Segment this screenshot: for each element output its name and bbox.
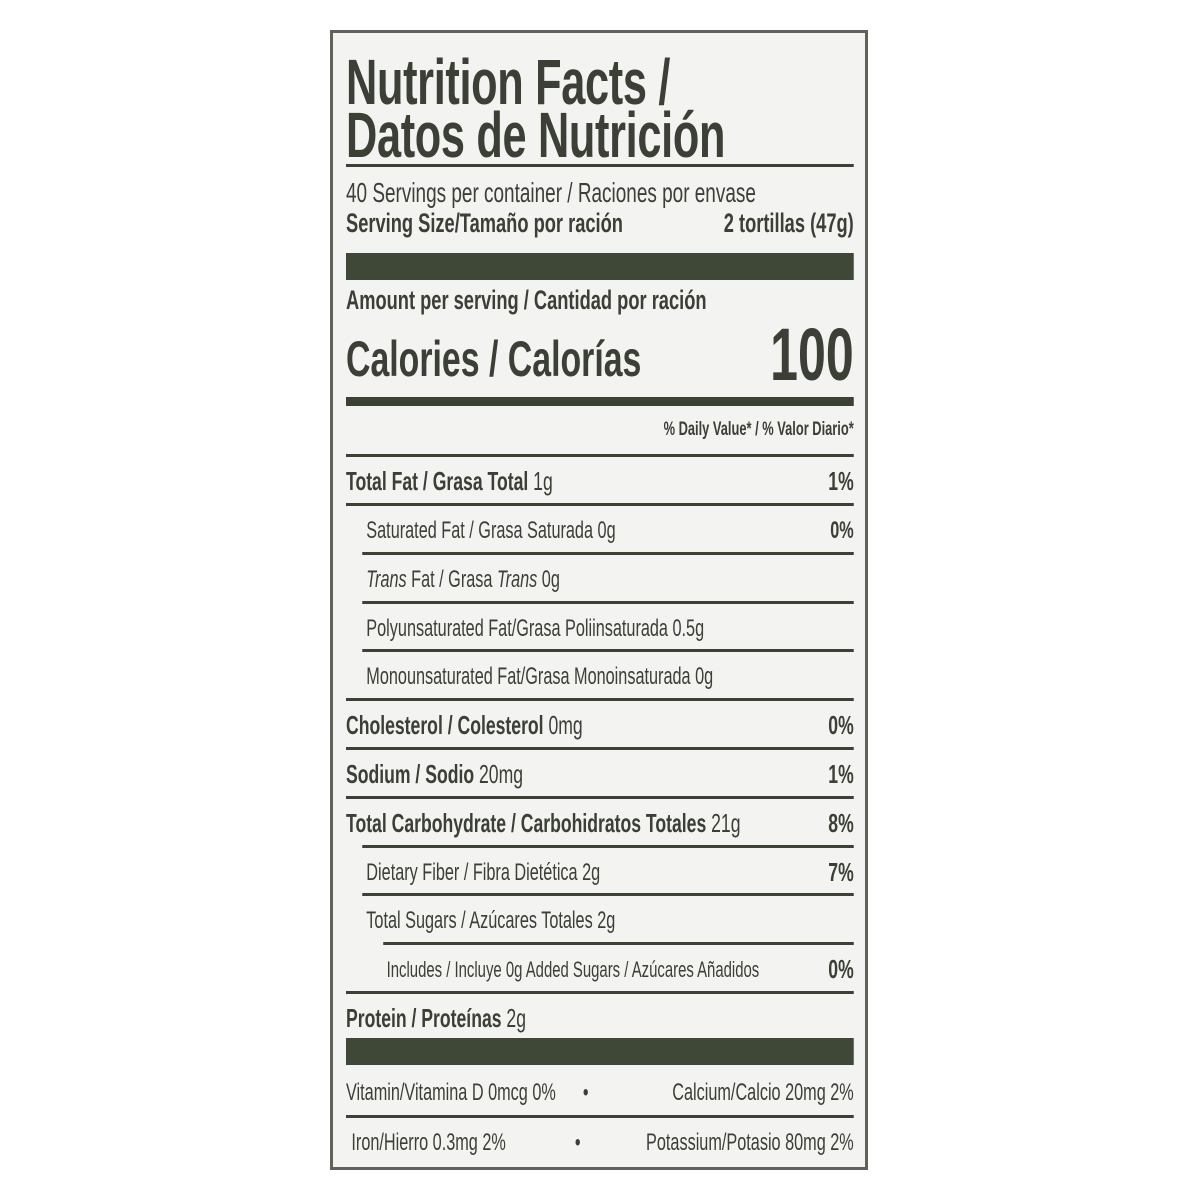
nutrient-row-polyunsaturated-fat: Polyunsaturated Fat/Grasa Poliinsaturada… [366,605,853,652]
row-divider [362,845,854,848]
nutrient-row-trans-fat: Trans Fat / Grasa Trans 0g [366,556,853,603]
nutrient-row-total-fat: Total Fat / Grasa Total 1g 1% [346,458,854,505]
nutrient-dv: 8% [828,808,854,838]
nutrient-dv: 0% [828,710,854,740]
nutrient-row-total-carbohydrate: Total Carbohydrate / Carbohidratos Total… [346,800,854,847]
nutrient-amount: 2g [506,1003,527,1033]
nutrient-amount: 0g [695,662,714,690]
nutrient-amount: 0mg [548,710,583,740]
nutrient-row-saturated-fat: Saturated Fat / Grasa Saturada 0g 0% [366,507,853,554]
nutrient-dv: 7% [828,857,854,887]
title-rule [346,164,854,167]
bullet-separator: • [582,1078,589,1106]
nutrient-amount: 0.5g [672,614,705,642]
row-divider [362,649,854,652]
calories-value: 100 [770,312,854,396]
calories-rule [346,397,854,406]
nutrient-amount: 1g [533,466,553,496]
amount-per-serving: Amount per serving / Cantidad por ración [346,285,707,315]
serving-size-value: 2 tortillas (47g) [723,207,854,238]
nutrition-facts-label: Nutrition Facts / Datos de Nutrición 40 … [330,30,868,1170]
row-divider [346,503,854,506]
nutrient-row-cholesterol: Cholesterol / Colesterol 0mg 0% [346,702,854,749]
nutrient-amount: 0g [537,565,560,593]
nutrient-row-total-sugars: Total Sugars / Azúcares Totales 2g [366,897,853,944]
vitamin-d: Vitamin/Vitamina D 0mcg 0% [346,1078,556,1106]
nutrient-name: Fat / Grasa [406,565,497,593]
nutrient-name: Protein / Proteínas [346,1003,502,1033]
nutrient-amount: 21g [711,808,741,838]
potassium: Potassium/Potasio 80mg 2% [646,1128,854,1156]
micronutrient-row: Iron/Hierro 0.3mg 2% • Potassium/Potasio… [351,1119,853,1166]
serving-size-row: Serving Size/Tamaño por ración 2 tortill… [346,203,854,243]
thick-bar-top [346,253,854,280]
nutrient-row-added-sugars: Includes / Incluye 0g Added Sugars / Azú… [387,946,854,993]
serving-size-label: Serving Size/Tamaño por ración [346,207,623,238]
calories-row: Calories / Calorías 100 [346,313,854,396]
nutrient-name: Dietary Fiber / Fibra Dietética [366,858,578,886]
nutrient-row-monounsaturated-fat: Monounsaturated Fat/Grasa Monoinsaturada… [366,653,853,700]
nutrient-dv: 1% [828,759,854,789]
nutrient-row-sodium: Sodium / Sodio 20mg 1% [346,751,854,798]
nutrient-name: Cholesterol / Colesterol [346,710,544,740]
calories-label: Calories / Calorías [346,331,642,387]
nutrient-amount: 2g [582,858,601,886]
nutrient-amount: 2g [597,906,616,934]
nutrient-name: Total Fat / Grasa Total [346,466,529,496]
nutrient-name: Total Carbohydrate / Carbohidratos Total… [346,808,707,838]
nutrient-name: Includes / Incluye 0g Added Sugars / Azú… [386,956,760,982]
nutrient-dv: 0% [828,954,854,984]
row-divider [346,698,854,701]
title-spanish: Datos de Nutrición [346,99,726,171]
row-divider [362,552,854,555]
nutrient-name: Total Sugars / Azúcares Totales [366,906,593,934]
nutrient-name: Saturated Fat / Grasa Saturada [366,516,594,544]
daily-value-header: % Daily Value* / % Valor Diario* [663,419,854,440]
nutrient-dv: 0% [830,516,854,544]
micronutrient-row: Vitamin/Vitamina D 0mcg 0% • Calcium/Cal… [346,1069,854,1116]
nutrient-row-protein: Protein / Proteínas 2g [346,995,854,1042]
nutrient-name: Sodium / Sodio [346,759,475,789]
nutrient-name-italic: Trans [496,565,538,593]
row-divider [362,601,854,604]
nutrient-name-italic: Trans [366,565,407,593]
dv-rule [346,454,854,457]
nutrient-amount: 20mg [478,759,524,789]
servings-per-container: 40 Servings per container / Raciones por… [346,177,756,208]
nutrient-dv: 1% [828,466,854,496]
nutrient-name: Monounsaturated Fat/Grasa Monoinsaturada [366,662,691,690]
row-divider [346,991,854,994]
row-divider [362,893,854,896]
row-divider [383,942,854,945]
row-divider [346,796,854,799]
calcium: Calcium/Calcio 20mg 2% [672,1078,854,1106]
row-divider [346,1115,854,1118]
iron: Iron/Hierro 0.3mg 2% [351,1128,506,1156]
nutrient-row-dietary-fiber: Dietary Fiber / Fibra Dietética 2g 7% [366,849,853,896]
nutrient-amount: 0g [597,516,616,544]
bullet-separator: • [574,1128,581,1156]
title-english: Nutrition Facts / [346,46,671,118]
nutrient-name: Polyunsaturated Fat/Grasa Poliinsaturada [366,614,668,642]
row-divider [346,747,854,750]
thick-bar-bottom [346,1038,854,1065]
